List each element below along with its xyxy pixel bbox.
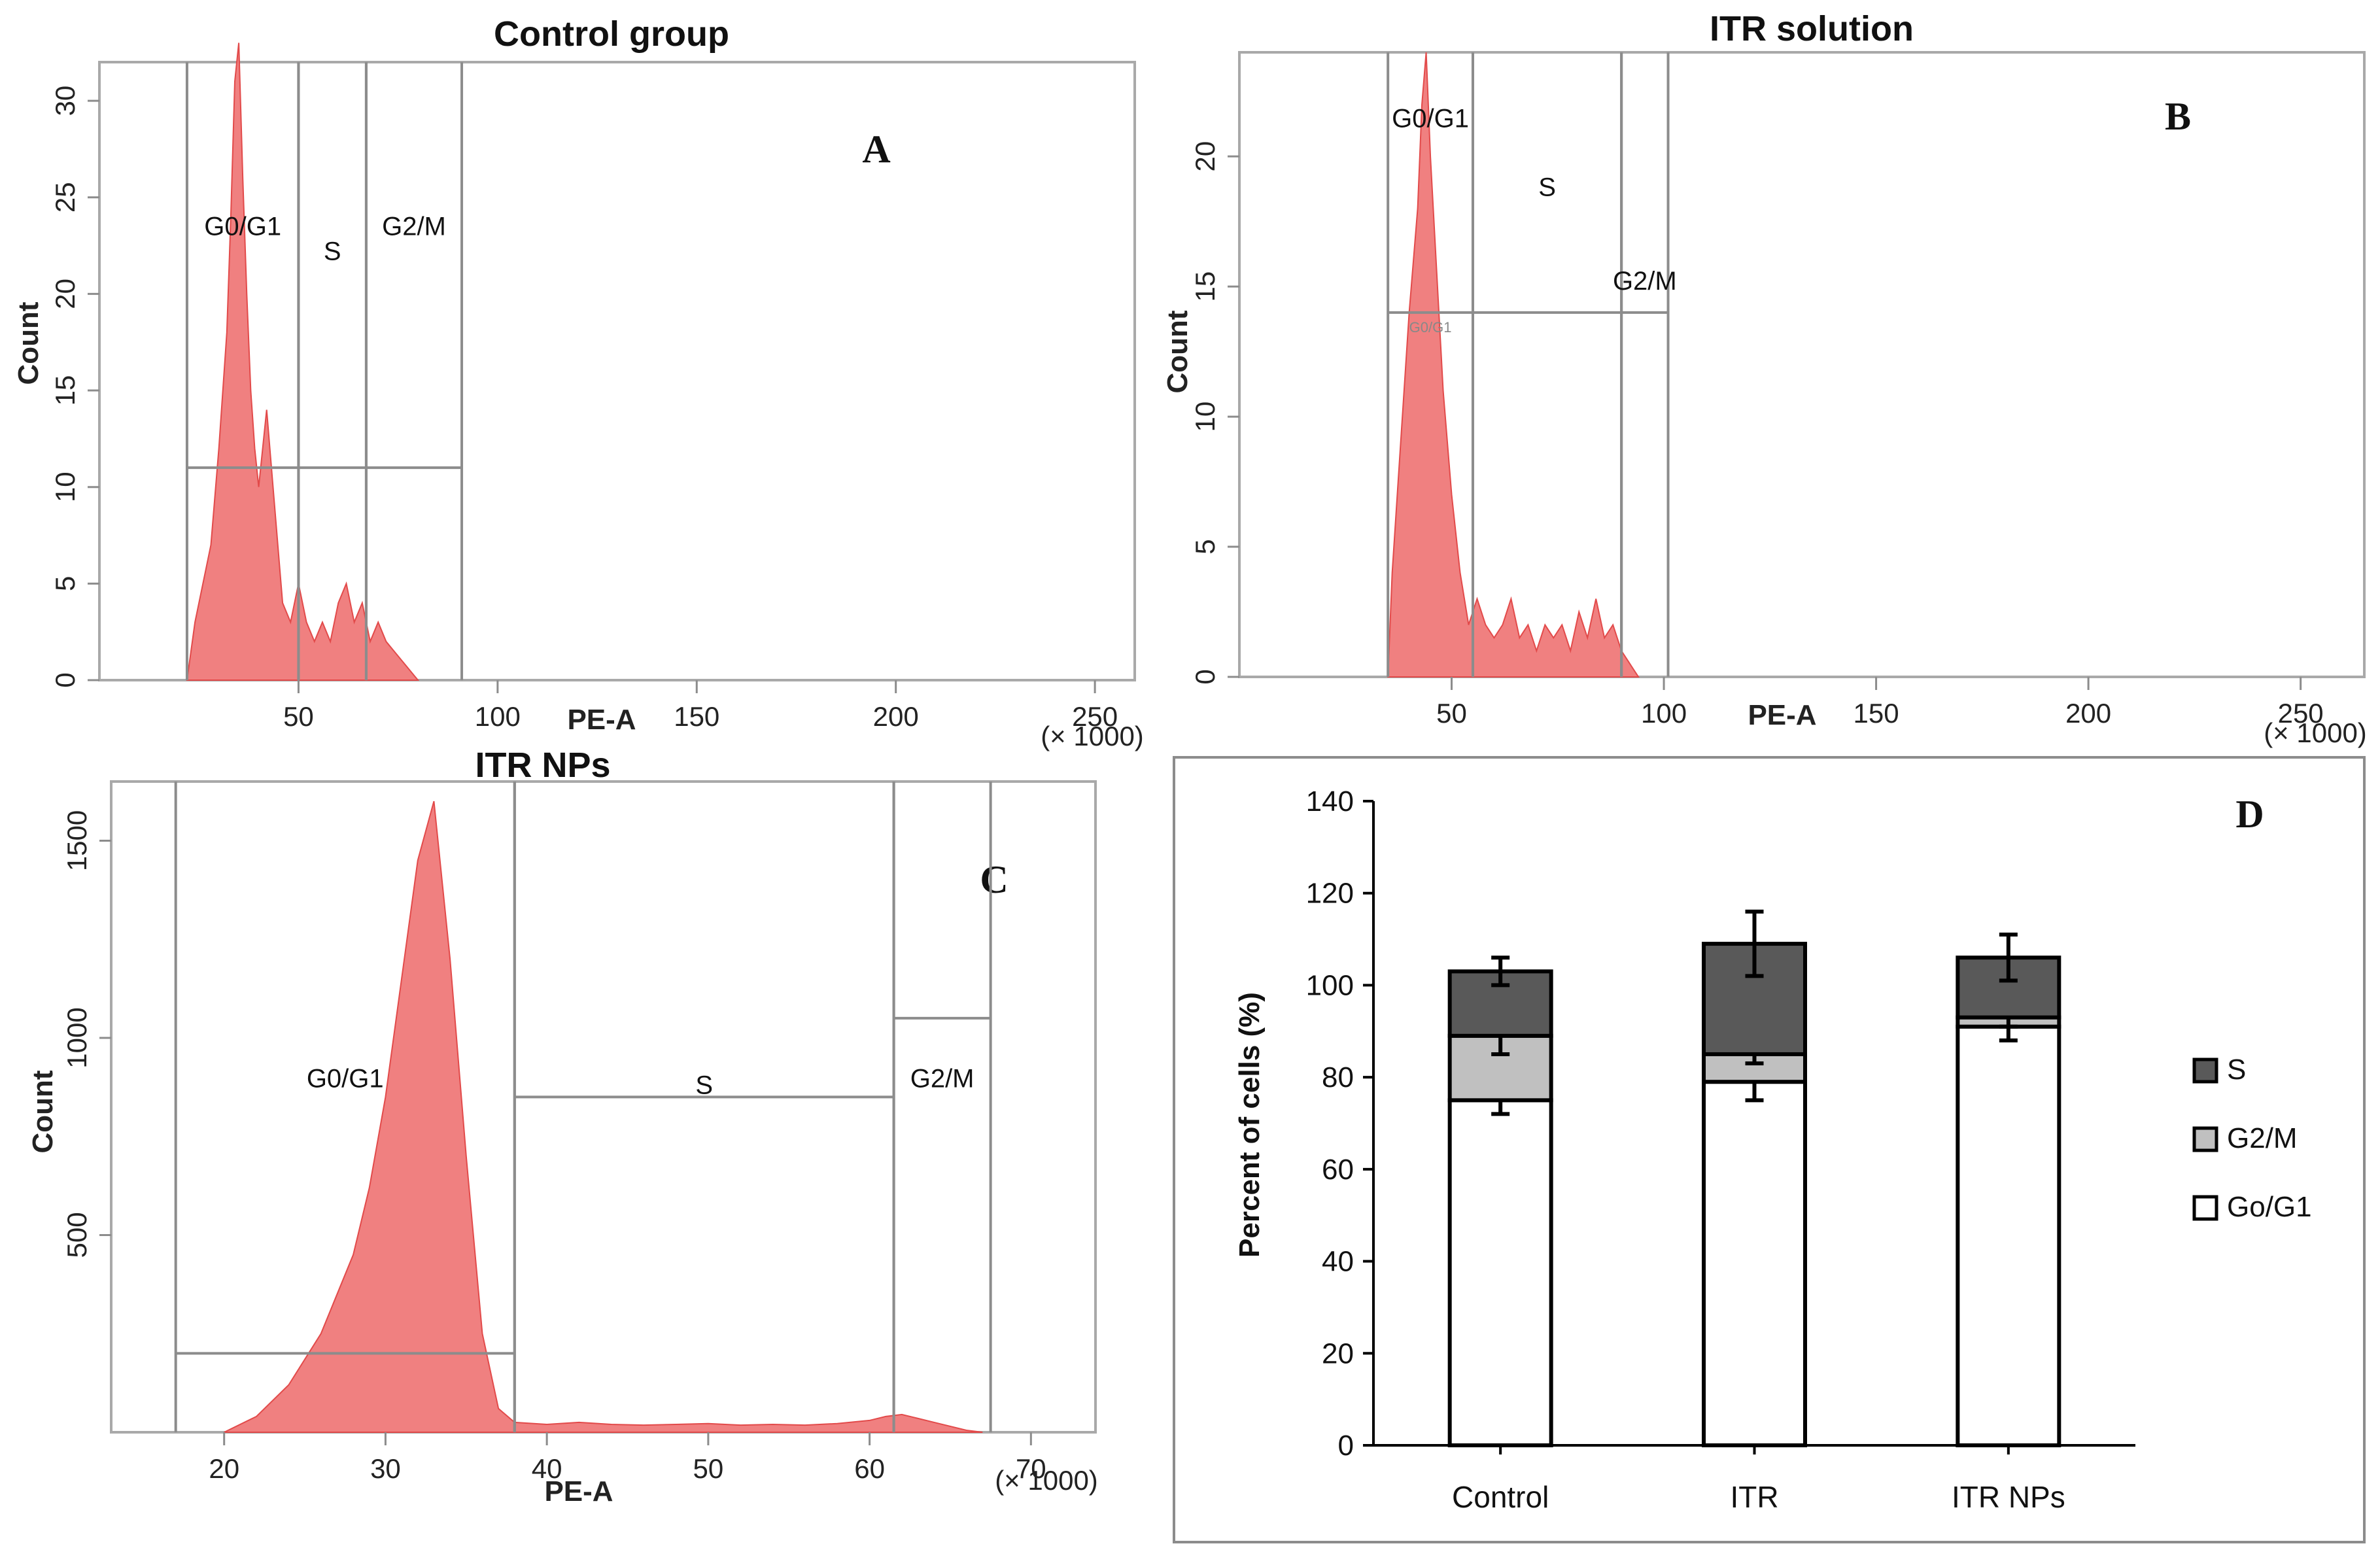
panel-c-x-tick-label: 30 [370,1453,401,1484]
panel-d-legend-swatch [2192,1195,2218,1221]
panel-a-x-tick-label: 200 [873,701,919,732]
panel-b-y-tick-label: 20 [1190,141,1220,172]
panel-a-x-tick-label: 100 [475,701,521,732]
panel-d-legend-label: G2/M [2227,1122,2298,1154]
panel-d-y-tick-label: 100 [1306,969,1354,1001]
panel-b-gate-tag-small: G0/G1 [1409,319,1452,335]
panel-c-x-tick-label: 20 [209,1453,239,1484]
panel-d-y-tick-label: 140 [1306,785,1354,817]
panel-c-x-tick-label: 40 [532,1453,562,1484]
panel-b-y-tick-label: 5 [1190,539,1220,554]
panel-a-y-tick-label: 0 [50,672,80,687]
panel-b-title: ITR solution [1710,9,1914,48]
panel-c-x-tick-label: 60 [854,1453,885,1484]
panel-d-category-label: Control [1452,1480,1549,1514]
panel-b-y-tick-label: 0 [1190,669,1220,684]
panel-c-gate-label-g2m: G2/M [910,1065,974,1093]
panel-b-xlabel: PE-A [1748,699,1816,731]
panel-c-x-units: (× 1000) [995,1465,1098,1496]
panel-a-y-tick-label: 30 [50,86,80,116]
panel-a-gate-label-g2m: G2/M [382,213,446,241]
panel-a-histogram-area [186,43,420,681]
panel-a-xlabel: PE-A [567,704,636,736]
panel-d-y-tick-label: 80 [1322,1061,1354,1093]
panel-c-gate-label-g0g1: G0/G1 [307,1065,384,1093]
panel-c-letter: C [980,858,1008,901]
panel-b-gate-label-g0g1: G0/G1 [1392,105,1469,133]
panel-c-gate-g2m [892,782,992,1432]
panel-b-histogram-area [1387,52,1640,678]
panel-b-gate-g2m [1620,52,1670,677]
panel-d-stacked-bar: D 0 20 40 60 80 100 120 140 Control ITR ITR NPs Pe… [1173,756,2366,1543]
panel-b-frame [1238,51,2366,678]
panel-c-gate-label-s: S [695,1071,713,1100]
panel-d-frame [1173,756,2366,1543]
panel-d-ylabel: Percent of cells (%) [1233,992,1266,1258]
panel-d-letter: D [2235,793,2264,836]
panel-d-legend-swatch [2192,1126,2218,1152]
panel-d-legend: S G2/M Go/G1 [2192,1054,2312,1223]
panel-b-letter: B [2165,95,2191,138]
panel-a-x-tick-label: 250 [1072,701,1118,732]
panel-c-x-tick-label: 70 [1016,1453,1046,1484]
panel-b-y-tick-label: 15 [1190,271,1220,302]
panel-b-x-units: (× 1000) [2264,717,2367,748]
panel-b-x-tick-label: 250 [2278,698,2324,729]
panel-a-gate-g2m [364,62,464,680]
panel-b-gate-label-s: S [1538,173,1556,202]
panel-d-y-tick-label: 0 [1338,1430,1354,1462]
panel-d-y-tick-label: 120 [1306,878,1354,910]
panel-d-y-tick-label: 20 [1322,1337,1354,1369]
panel-b-x-tick-label: 150 [1854,698,1899,729]
panel-d-category-label: ITR [1730,1480,1778,1514]
panel-b-y-tick-label: 10 [1190,402,1220,432]
panel-a-letter: A [862,128,890,171]
panel-c-y-tick-label: 1500 [61,810,92,871]
panel-c-plot: G0/G1 S G2/M 20 30 40 50 60 70 500 1000 1500 [61,780,1097,1484]
panel-a-plot: G0/G1 S G2/M 50 100 150 200 250 0 5 10 15 20 25 30 [50,43,1136,732]
panel-a-y-tick-label: 10 [50,472,80,502]
panel-d-bar-gog1-1 [1702,1080,1807,1447]
panel-c-ylabel: Count [27,1070,59,1153]
panel-a-x-tick-label: 50 [283,701,314,732]
panel-c-title: ITR NPs [475,746,610,785]
panel-c-histogram: ITR NPs C G0/G1 S G2/M 20 30 40 50 60 70 500 1000 1… [27,746,1098,1507]
panel-a-gate-label-s: S [324,237,341,266]
panel-d-bar-gog1-0 [1447,1098,1553,1447]
panel-d-legend-label: Go/G1 [2227,1191,2312,1223]
panel-a-y-tick-label: 20 [50,279,80,309]
panel-b-x-tick-label: 200 [2065,698,2111,729]
panel-d-legend-label: S [2227,1054,2246,1086]
panel-c-y-tick-label: 1000 [61,1007,92,1068]
panel-d-plot: 0 20 40 60 80 100 120 140 Control ITR ITR NPs [1306,785,2135,1514]
panel-a-title: Control group [494,14,729,54]
panel-a-gate-label-g0g1: G0/G1 [204,213,281,241]
panel-b-gate-label-g2m: G2/M [1613,267,1677,296]
panel-a-ylabel: Count [12,301,44,385]
panel-a-y-tick-label: 5 [50,576,80,591]
panel-c-xlabel: PE-A [544,1475,613,1507]
panel-b-x-tick-label: 100 [1641,698,1687,729]
panel-a-frame [98,61,1136,681]
panel-a-y-tick-label: 25 [50,182,80,213]
panel-b-ylabel: Count [1162,310,1194,393]
panel-d-y-tick-label: 60 [1322,1154,1354,1186]
panel-b-x-tick-label: 50 [1436,698,1467,729]
panel-c-histogram-area [224,800,983,1433]
panel-d-category-label: ITR NPs [1952,1480,2065,1514]
panel-b-plot: G0/G1 S G2/M G0/G1 50 100 150 200 250 0 5 10 15 20 [1190,51,2366,729]
panel-c-x-tick-label: 50 [693,1453,724,1484]
panel-c-y-tick-label: 500 [61,1212,92,1258]
panel-d-legend-swatch [2192,1058,2218,1084]
panel-a-x-tick-label: 150 [674,701,719,732]
panel-d-y-tick-label: 40 [1322,1246,1354,1278]
panel-a-y-tick-label: 15 [50,375,80,406]
panel-d-bar-gog1-2 [1956,1024,2061,1447]
panel-a-x-units: (× 1000) [1041,721,1144,751]
